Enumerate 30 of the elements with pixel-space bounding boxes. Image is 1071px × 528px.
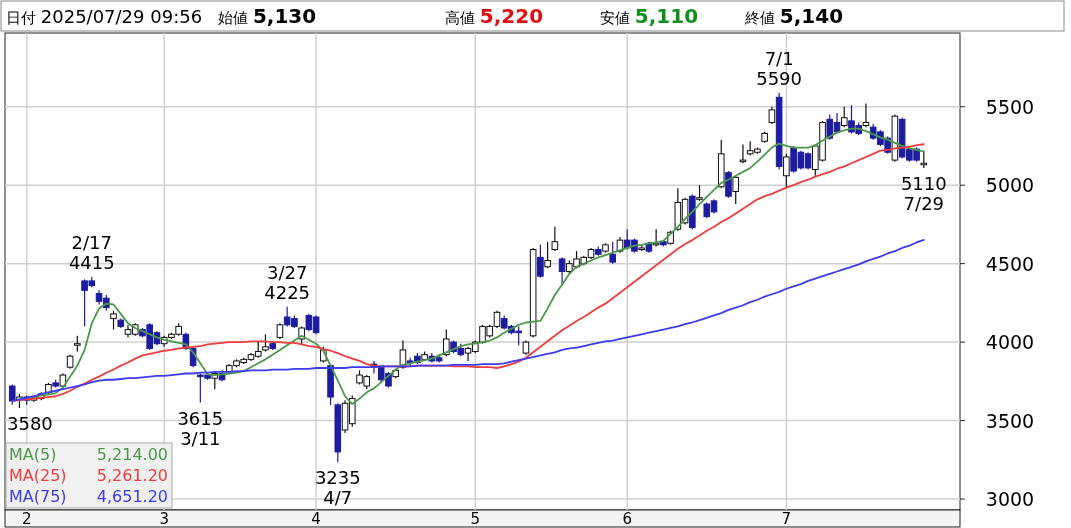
x-tick-label: 5 <box>470 510 481 528</box>
text: MA(75) <box>9 487 67 506</box>
annotation: 5,214.00 <box>96 445 168 464</box>
annotation: 2/17 4415 <box>68 231 115 273</box>
x-tick-label: 3 <box>159 510 169 528</box>
annotation: 5110 7/29 <box>900 172 947 214</box>
y-tick-label: 3500 <box>985 409 1035 432</box>
x-tick-label: 7 <box>781 510 792 528</box>
y-tick-label: 5500 <box>985 95 1035 118</box>
text: MA(5) <box>9 445 57 464</box>
annotation: 5,261.20 <box>96 466 168 485</box>
text: 始値 5,130 <box>218 4 317 28</box>
annotation: 4,651.20 <box>96 487 168 506</box>
text: MA(25) <box>9 466 67 485</box>
y-tick-label: 4000 <box>985 331 1035 354</box>
annotation: 7/1 5590 <box>756 47 803 89</box>
y-tick-label: 3000 <box>985 488 1035 511</box>
text: 安値 5,110 <box>600 4 699 28</box>
x-tick-label: 6 <box>622 510 632 528</box>
text: 高値 5,220 <box>445 4 544 28</box>
text: 終値 5,140 <box>744 4 844 28</box>
annotation: 3580 <box>7 413 53 435</box>
x-tick-label: 2 <box>21 510 32 528</box>
y-tick-label: 5000 <box>985 174 1035 197</box>
chart-title: 日付 2025/07/29 09:56 <box>6 6 203 27</box>
annotation: 3615 3/11 <box>177 407 224 449</box>
x-tick-label: 4 <box>311 510 321 528</box>
annotation: 3235 4/7 <box>314 467 361 509</box>
y-tick-label: 4500 <box>985 252 1035 275</box>
annotation: 3/27 4225 <box>264 261 311 303</box>
